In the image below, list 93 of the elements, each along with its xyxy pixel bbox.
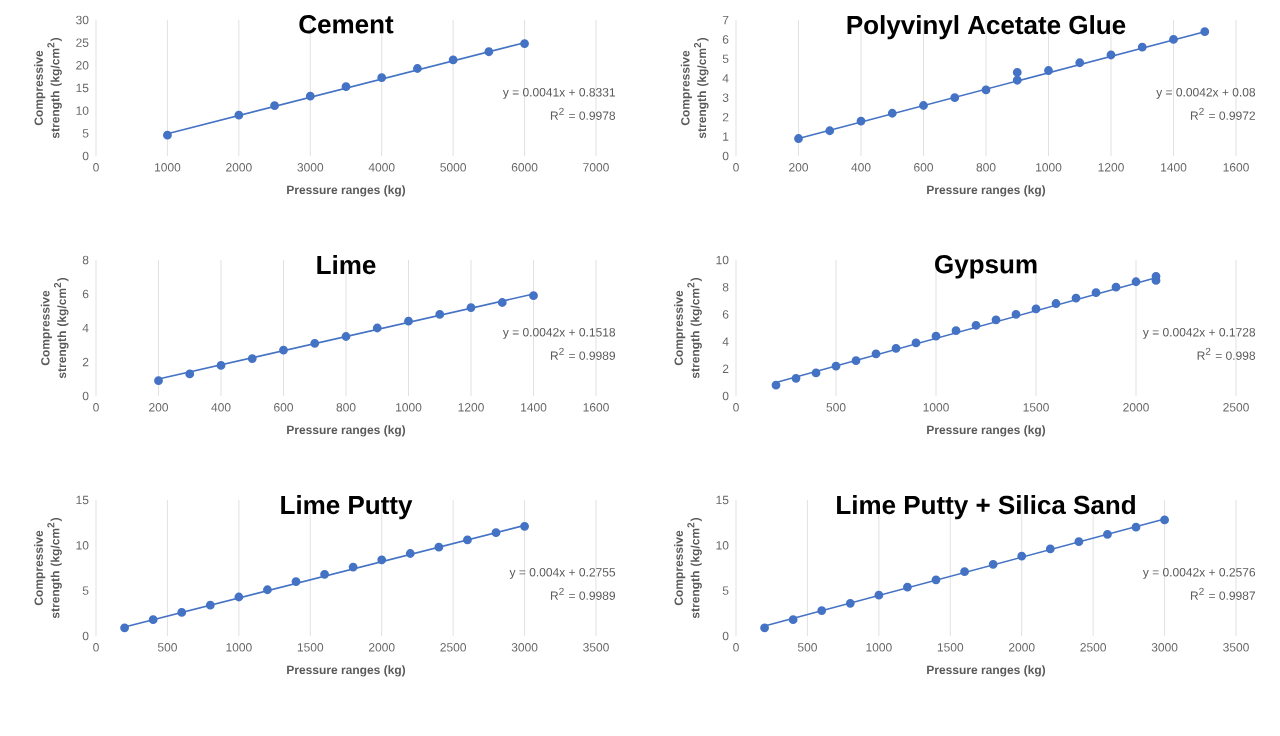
- point: [1106, 50, 1116, 60]
- chart-title: Gypsum: [935, 255, 1037, 279]
- point: [216, 361, 226, 370]
- point: [305, 91, 315, 101]
- point: [911, 338, 921, 348]
- point: [903, 582, 912, 592]
- point: [497, 298, 507, 307]
- point: [1011, 310, 1021, 319]
- point: [950, 93, 960, 103]
- point: [771, 380, 781, 390]
- point: [1103, 530, 1112, 539]
- point: [971, 320, 981, 330]
- point: [1131, 277, 1141, 287]
- point: [348, 562, 358, 572]
- point: [951, 326, 961, 336]
- point: [891, 344, 901, 353]
- point: [788, 615, 798, 625]
- point: [931, 575, 941, 585]
- point: [760, 623, 769, 633]
- point: [1051, 299, 1061, 308]
- point: [887, 108, 897, 118]
- point: [291, 577, 301, 586]
- chart-title: Lime: [317, 255, 376, 275]
- point: [163, 130, 172, 140]
- point: [205, 600, 215, 610]
- point: [484, 47, 494, 57]
- point: [1071, 293, 1081, 303]
- point: [177, 608, 187, 617]
- point: [448, 55, 458, 65]
- point: [435, 310, 445, 319]
- point: [856, 116, 866, 126]
- point: [1131, 522, 1141, 532]
- chart-title: Lime Putty + Silica Sand: [837, 495, 1135, 520]
- point: [991, 315, 1001, 325]
- point: [1074, 537, 1084, 547]
- point: [463, 535, 472, 545]
- point: [851, 356, 861, 366]
- point: [247, 354, 257, 364]
- point: [988, 559, 998, 569]
- point: [279, 345, 288, 355]
- point: [845, 598, 855, 608]
- point: [1044, 66, 1053, 75]
- point: [404, 316, 413, 326]
- point: [320, 569, 329, 579]
- point: [960, 567, 969, 577]
- point: [817, 606, 827, 616]
- point: [1017, 551, 1027, 561]
- point: [529, 291, 538, 301]
- point: [1012, 68, 1022, 77]
- chart-title: Lime Putty: [281, 495, 413, 520]
- point: [520, 521, 529, 531]
- point: [377, 555, 387, 565]
- point: [1012, 75, 1022, 85]
- point: [466, 303, 476, 313]
- point: [1160, 515, 1169, 525]
- point: [263, 585, 272, 595]
- point: [148, 615, 158, 625]
- point: [1200, 27, 1210, 37]
- point: [372, 323, 382, 333]
- point: [1091, 288, 1101, 298]
- point: [270, 101, 279, 111]
- point: [491, 528, 501, 538]
- point: [1045, 544, 1055, 554]
- point: [794, 134, 803, 143]
- point: [377, 73, 387, 82]
- point: [1137, 42, 1147, 52]
- point: [185, 369, 195, 379]
- point: [1075, 58, 1085, 68]
- point: [825, 126, 835, 136]
- point: [341, 82, 351, 92]
- chart-title: Cement: [299, 15, 394, 34]
- point: [341, 332, 351, 341]
- point: [154, 376, 163, 386]
- point: [1169, 35, 1178, 44]
- point: [919, 101, 928, 110]
- point: [120, 623, 129, 633]
- point: [405, 549, 415, 558]
- point: [791, 373, 801, 383]
- point: [1111, 282, 1121, 292]
- point: [310, 338, 320, 348]
- point: [234, 592, 244, 602]
- point: [811, 368, 821, 378]
- point: [981, 85, 991, 95]
- point: [931, 331, 941, 341]
- point: [1031, 304, 1041, 314]
- chart-title: Polyvinyl Acetate Glue: [847, 15, 1126, 40]
- point: [831, 361, 841, 371]
- point: [874, 590, 884, 600]
- point: [520, 39, 529, 48]
- point: [434, 542, 444, 552]
- point: [234, 110, 244, 120]
- point: [871, 349, 881, 359]
- point: [413, 64, 422, 73]
